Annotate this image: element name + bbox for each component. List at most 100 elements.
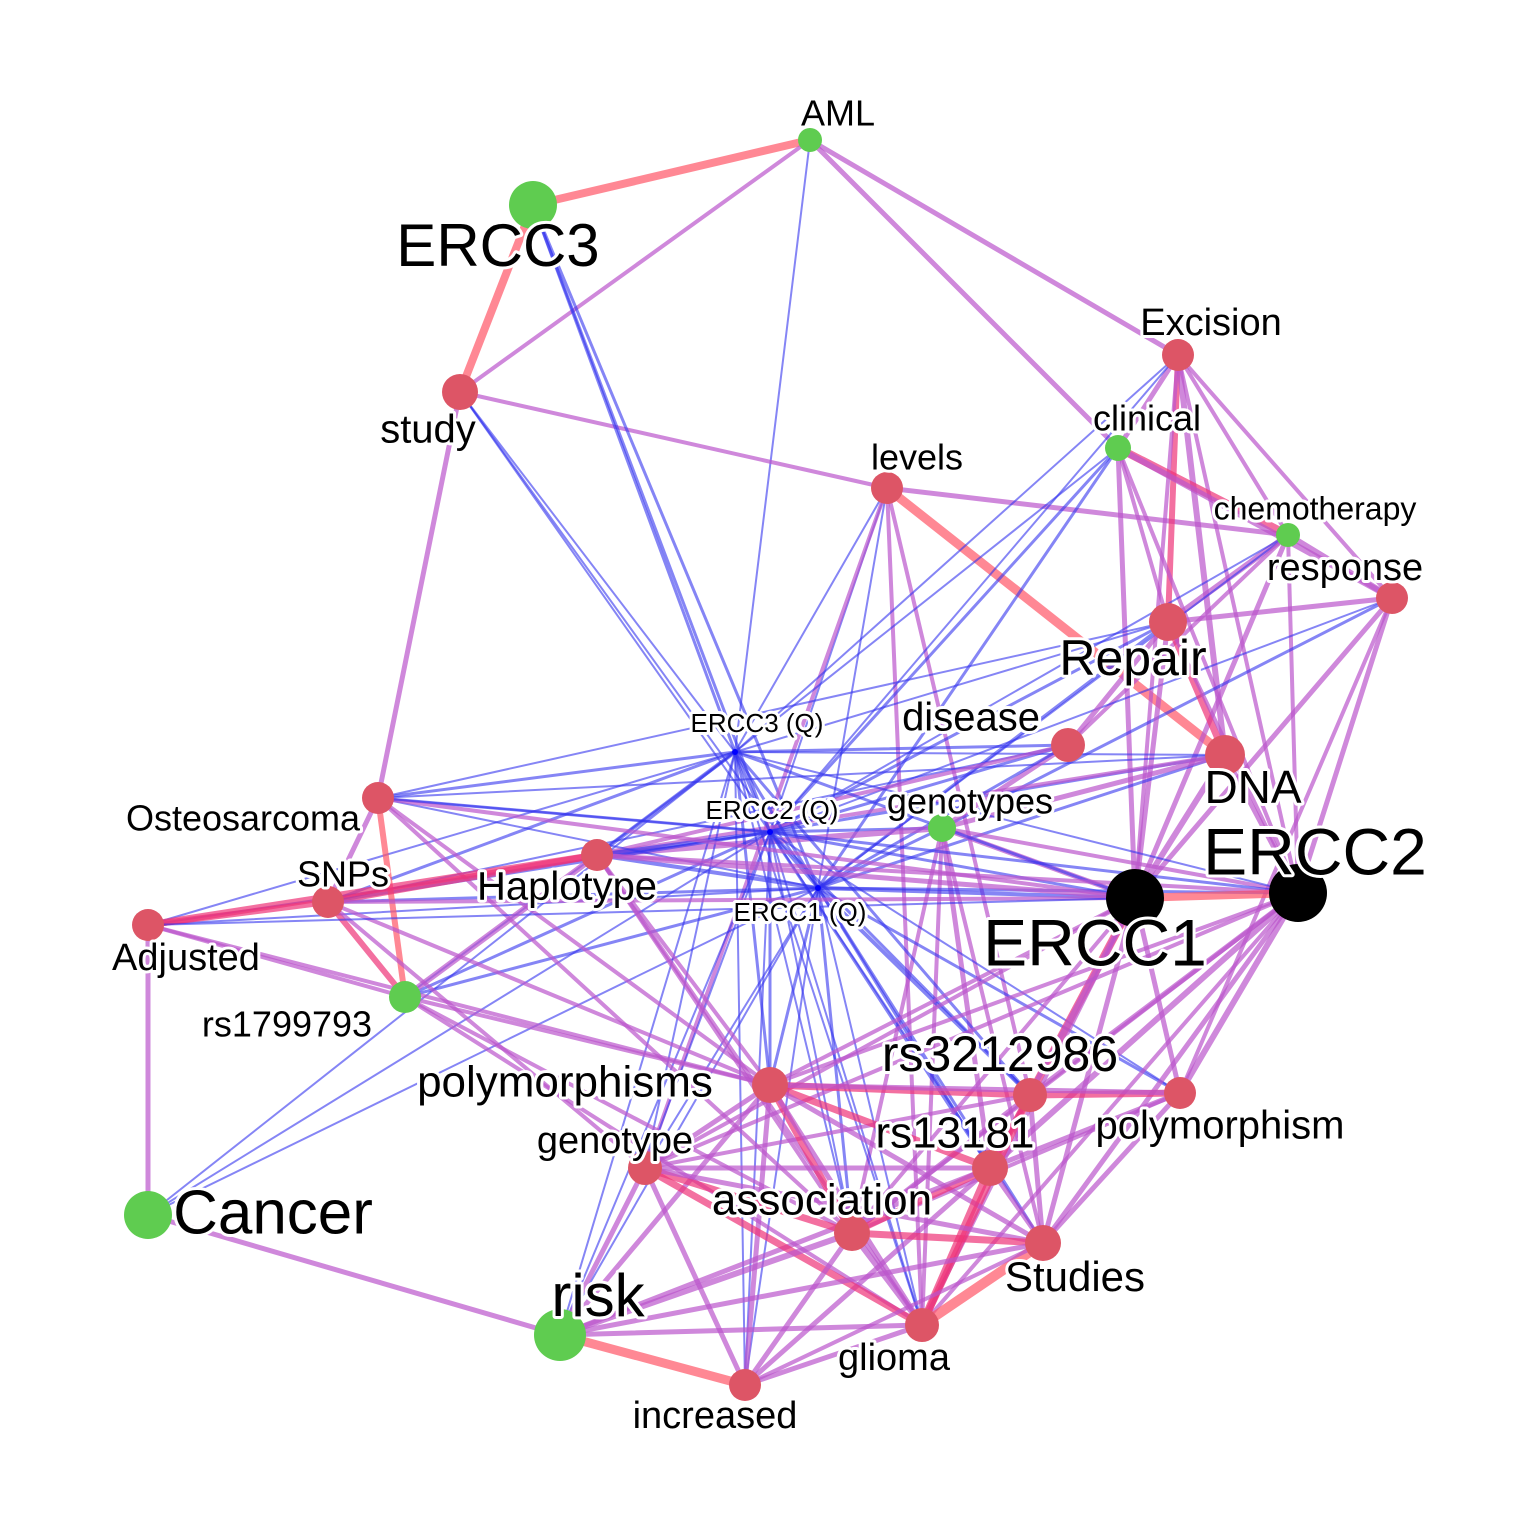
node-disease[interactable] — [1051, 728, 1085, 762]
node-label-ercc2q: ERCC2 (Q) — [706, 795, 839, 825]
edge-ercc1-polymorphism — [1132, 895, 1183, 1096]
node-chemotherapy[interactable] — [1276, 523, 1300, 547]
edge-clinical-ercc2q — [768, 446, 1120, 834]
edge-aml-excision — [807, 137, 1181, 358]
edge-disease-genotypes — [939, 742, 1071, 831]
node-genotypes[interactable] — [928, 814, 956, 842]
edge-haplotype-ercc2 — [595, 853, 1300, 895]
node-ercc1q[interactable] — [815, 885, 821, 891]
node-label-risk: risk — [551, 1262, 645, 1329]
node-ercc3q[interactable] — [732, 749, 738, 755]
node-label-polymorphisms: polymorphisms — [417, 1058, 713, 1107]
node-risk[interactable] — [534, 1309, 586, 1361]
node-label-ercc2: ERCC2 — [1203, 814, 1427, 888]
edge-genotypes-ercc1q — [816, 826, 944, 890]
edge-ercc3q-cancer — [147, 751, 736, 1216]
edge-ercc3-study — [456, 201, 537, 396]
node-polymorphisms[interactable] — [752, 1067, 788, 1103]
node-ercc1[interactable] — [1106, 869, 1164, 927]
node-label-adjusted: Adjusted — [112, 937, 260, 979]
edge-repair-osteosarcoma — [377, 621, 1169, 799]
edge-polymorphisms-studies — [767, 1082, 1046, 1246]
node-label-ercc3: ERCC3 — [396, 212, 599, 279]
edge-haplotype-rs1799793 — [402, 852, 600, 1000]
node-aml[interactable] — [798, 128, 822, 152]
edge-risk-glioma — [557, 1322, 925, 1338]
node-cancer[interactable] — [124, 1191, 172, 1239]
edge-association-increased — [742, 1230, 855, 1388]
node-label-rs3212986: rs3212986 — [882, 1026, 1118, 1082]
edge-ercc2q-risk — [559, 831, 771, 1336]
edge-ercc2q-glioma — [769, 831, 923, 1326]
node-response[interactable] — [1376, 582, 1408, 614]
edge-ercc3-aml — [529, 136, 814, 209]
edge-excision-ercc2 — [1176, 353, 1300, 895]
node-label-studies: Studies — [1005, 1253, 1145, 1300]
node-studies[interactable] — [1025, 1225, 1061, 1261]
edge-risk-studies — [557, 1240, 1046, 1338]
label-layer: AML ERCC3 study Excision clinical levels chemo… — [109, 90, 1430, 1441]
node-rs1799793[interactable] — [389, 981, 421, 1013]
edge-ercc3q-snps — [326, 750, 737, 904]
node-ercc3[interactable] — [509, 181, 557, 229]
edge-studies-increased — [743, 1241, 1045, 1387]
edge-response-repair — [1165, 595, 1395, 625]
edge-repair-ercc2q — [768, 620, 1170, 834]
edge-aml-study — [458, 138, 812, 394]
edge-levels-ercc3q — [734, 487, 888, 753]
edge-haplotype-polymorphisms — [595, 853, 772, 1087]
edge-ercc1q-increased — [744, 887, 819, 1386]
edge-ercc1q-studies — [816, 886, 1045, 1245]
edge-disease-ercc2q — [768, 743, 1070, 834]
edge-risk-increased — [555, 1330, 750, 1390]
edge-glioma-increased — [742, 1322, 925, 1388]
edge-polymorphisms-rs13181 — [766, 1081, 994, 1172]
node-rs13181[interactable] — [972, 1150, 1008, 1186]
edge-excision-chemotherapy — [1176, 353, 1290, 537]
node-adjusted[interactable] — [132, 909, 164, 941]
edge-excision-ercc3q — [734, 354, 1179, 753]
edge-polymorphism-studies — [1040, 1090, 1183, 1246]
node-excision[interactable] — [1162, 339, 1194, 371]
edge-ercc1-studies — [1040, 895, 1138, 1246]
node-ercc2q[interactable] — [767, 829, 773, 835]
node-dna[interactable] — [1205, 735, 1245, 775]
node-osteosarcoma[interactable] — [362, 782, 394, 814]
node-label-polymorphism: polymorphism — [1096, 1104, 1345, 1148]
node-polymorphism[interactable] — [1164, 1077, 1196, 1109]
node-label-ercc3q: ERCC3 (Q) — [691, 708, 824, 738]
edge-clinical-ercc3q — [734, 447, 1119, 753]
edge-dna-ercc3q — [734, 751, 1226, 756]
node-levels[interactable] — [871, 472, 903, 504]
edge-osteosarcoma-snps — [325, 795, 381, 905]
node-label-genotypes: genotypes — [887, 781, 1053, 822]
edge-chemotherapy-response — [1285, 532, 1395, 601]
edge-disease-ercc3q — [733, 743, 1070, 754]
node-snps[interactable] — [312, 886, 344, 918]
edge-levels-chemotherapy — [884, 485, 1291, 538]
edge-ercc1q-rs1799793 — [403, 886, 820, 999]
node-genotype[interactable] — [628, 1151, 662, 1185]
node-haplotype[interactable] — [581, 839, 613, 871]
node-label-repair: Repair — [1059, 630, 1206, 686]
edge-ercc2q-increased — [744, 831, 771, 1386]
node-label-cancer: Cancer — [173, 1178, 373, 1247]
node-glioma[interactable] — [905, 1308, 939, 1342]
node-rs3212986[interactable] — [1013, 1078, 1047, 1112]
node-ercc2[interactable] — [1269, 864, 1327, 922]
node-study[interactable] — [442, 374, 478, 410]
edge-ercc1q-rs3212986 — [816, 886, 1032, 1097]
edge-genotype-studies — [642, 1165, 1046, 1246]
edge-rs3212986-studies — [1027, 1092, 1046, 1246]
node-clinical[interactable] — [1105, 435, 1131, 461]
node-label-rs1799793: rs1799793 — [202, 1004, 372, 1045]
node-increased[interactable] — [729, 1369, 761, 1401]
edge-ercc2-studies — [1040, 890, 1301, 1246]
edge-association-risk — [557, 1230, 855, 1338]
node-label-genotype: genotype — [537, 1120, 693, 1162]
node-repair[interactable] — [1149, 603, 1187, 641]
edge-ercc3q-genotype — [644, 751, 736, 1169]
node-association[interactable] — [834, 1215, 870, 1251]
edge-genotype-increased — [642, 1165, 748, 1388]
